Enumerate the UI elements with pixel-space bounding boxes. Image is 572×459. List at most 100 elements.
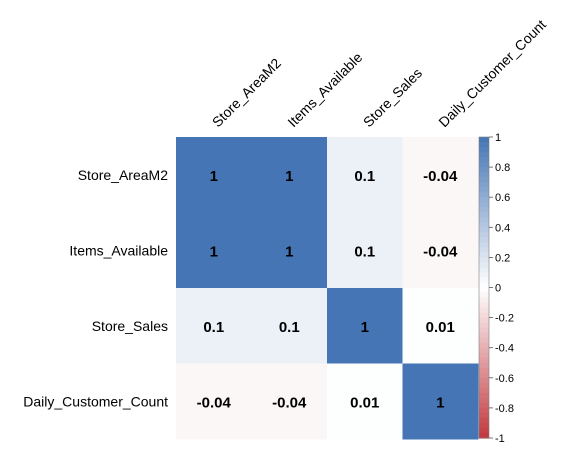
colorbar-segment <box>479 307 489 314</box>
cell-value-0-2: 0.1 <box>354 168 375 185</box>
colorbar-tick-label-1: 0.8 <box>495 162 510 174</box>
colorbar-segment <box>479 202 489 208</box>
colorbar-segment <box>479 262 489 269</box>
heatmap-cell-1-0 <box>176 212 252 289</box>
column-label-2: Store_Sales <box>360 65 425 130</box>
colorbar-segment <box>479 362 489 369</box>
heatmap-cell-labels: 1 1 0.1 -0.04 1 1 0.1 -0.04 0.1 0.1 1 0.01 -0.04 -0.0… <box>197 168 458 412</box>
colorbar-segment <box>479 337 489 344</box>
colorbar-segment <box>479 212 489 218</box>
colorbar-segment <box>479 157 489 163</box>
colorbar-tick-label-5: 0 <box>495 283 501 295</box>
cell-value-3-2: 0.01 <box>350 394 379 411</box>
colorbar-tick-label-0: 1 <box>495 132 501 144</box>
column-label-3: Daily_Customer_Count <box>435 16 549 130</box>
colorbar-tick-label-7: -0.4 <box>495 343 514 355</box>
colorbar-segment <box>479 287 489 294</box>
colorbar-segment <box>479 192 489 198</box>
cell-value-2-2: 1 <box>361 319 369 336</box>
colorbar-segment <box>479 272 489 279</box>
colorbar-segment <box>479 412 489 419</box>
colorbar: 1 0.8 0.6 0.4 0.2 0 -0.2 -0.4 -0.6 -0.8 -1 <box>478 132 514 445</box>
row-label-0: Store_AreaM2 <box>78 167 168 183</box>
colorbar-segment <box>479 222 489 228</box>
colorbar-segment <box>479 292 489 299</box>
row-label-1: Items_Available <box>69 242 168 258</box>
colorbar-segment <box>479 432 489 439</box>
colorbar-segment <box>479 392 489 399</box>
heatmap-cell-2-0 <box>176 288 252 364</box>
colorbar-segment <box>479 232 489 238</box>
colorbar-tick-label-9: -0.8 <box>495 403 514 415</box>
colorbar-segment <box>479 282 489 289</box>
colorbar-segment <box>479 242 489 248</box>
colorbar-segment <box>479 162 489 168</box>
colorbar-segment <box>479 252 489 258</box>
heatmap-cell-3-2 <box>327 363 403 440</box>
heatmap-cells <box>176 137 479 440</box>
cell-value-0-1: 1 <box>285 168 293 185</box>
colorbar-segment <box>479 357 489 364</box>
colorbar-segment <box>479 367 489 374</box>
colorbar-segment <box>479 327 489 334</box>
cell-value-3-0: -0.04 <box>197 394 232 411</box>
colorbar-segment <box>479 422 489 429</box>
heatmap-cell-2-3 <box>402 288 479 364</box>
colorbar-segment <box>479 172 489 178</box>
column-label-0: Store_AreaM2 <box>209 55 284 130</box>
column-label-1: Items_Available <box>284 49 365 130</box>
heatmap-cell-2-1 <box>251 288 328 364</box>
colorbar-segment <box>479 372 489 379</box>
cell-value-2-0: 0.1 <box>203 319 224 336</box>
colorbar-segment <box>479 147 489 153</box>
heatmap-cell-1-3 <box>402 212 479 289</box>
cell-value-2-1: 0.1 <box>279 319 300 336</box>
heatmap-cell-3-0 <box>176 363 252 440</box>
colorbar-segment <box>479 387 489 394</box>
colorbar-segment <box>479 312 489 319</box>
colorbar-segment <box>479 177 489 183</box>
colorbar-segment <box>479 397 489 404</box>
colorbar-segment <box>479 317 489 324</box>
colorbar-segment <box>479 207 489 213</box>
colorbar-tick-label-10: -1 <box>495 433 505 445</box>
colorbar-segment <box>479 427 489 434</box>
heatmap-cell-2-2 <box>327 288 403 364</box>
colorbar-segment <box>479 142 489 148</box>
heatmap-cell-0-0 <box>176 137 252 213</box>
colorbar-segment <box>479 187 489 193</box>
colorbar-segment <box>479 217 489 223</box>
colorbar-segment <box>479 402 489 409</box>
heatmap-cell-0-3 <box>402 137 479 213</box>
heatmap-cell-3-1 <box>251 363 328 440</box>
colorbar-segment <box>479 277 489 284</box>
colorbar-segment <box>479 137 489 143</box>
colorbar-segment <box>479 167 489 173</box>
colorbar-tick-label-8: -0.6 <box>495 373 514 385</box>
colorbar-segment <box>479 342 489 349</box>
colorbar-segment <box>479 237 489 243</box>
row-label-2: Store_Sales <box>92 318 168 334</box>
colorbar-segment <box>479 417 489 424</box>
colorbar-tick-label-2: 0.6 <box>495 192 510 204</box>
colorbar-segment <box>479 227 489 233</box>
cell-value-1-3: -0.04 <box>423 243 458 260</box>
colorbar-segment <box>479 197 489 203</box>
row-label-3: Daily_Customer_Count <box>23 393 168 409</box>
cell-value-1-2: 0.1 <box>354 243 375 260</box>
colorbar-segment <box>479 152 489 158</box>
heatmap-cell-0-1 <box>251 137 328 213</box>
heatmap-cell-0-2 <box>327 137 403 213</box>
heatmap-cell-3-3 <box>402 363 479 440</box>
colorbar-segment <box>479 407 489 414</box>
cell-value-2-3: 0.01 <box>426 319 455 336</box>
colorbar-segment <box>479 377 489 384</box>
cell-value-1-0: 1 <box>210 243 218 260</box>
colorbar-segment <box>479 297 489 304</box>
row-labels: Store_AreaM2 Items_Available Store_Sales Da… <box>23 167 168 410</box>
cell-value-0-3: -0.04 <box>423 168 458 185</box>
colorbar-segment <box>479 267 489 274</box>
colorbar-segment <box>479 182 489 188</box>
